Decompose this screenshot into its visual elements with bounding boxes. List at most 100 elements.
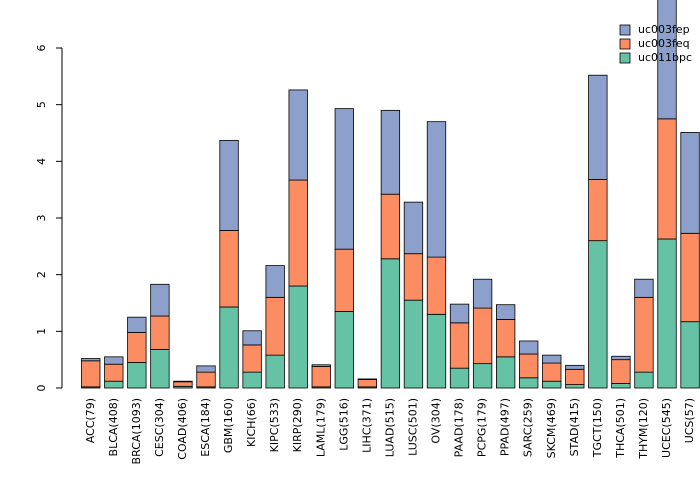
bar-segment-uc003fep [403, 201, 424, 255]
bar-segment-uc003fep [288, 89, 308, 181]
bar-segment-uc011bpc [495, 356, 516, 389]
bar-segment-uc011bpc [288, 285, 308, 389]
bar-segment-uc003feq [127, 332, 147, 363]
bar-segment-uc011bpc [542, 380, 562, 389]
x-tick-label: LUSC(501) [406, 398, 419, 456]
x-tick-label: SARC(259) [522, 398, 535, 457]
x-tick-label: COAD(406) [176, 398, 189, 460]
bar-segment-uc011bpc [634, 371, 654, 389]
legend-label-uc003fep: uc003fep [638, 23, 690, 36]
bar-segment-uc003feq [680, 232, 700, 323]
bar-segment-uc011bpc [519, 377, 539, 389]
bar-segment-uc003feq [542, 362, 562, 382]
x-tick-label: UCS(57) [683, 398, 696, 443]
y-tick-label: 3 [35, 215, 48, 222]
bar-segment-uc003fep [542, 354, 562, 364]
bar-segment-uc003fep [173, 380, 193, 383]
bar-segment-uc011bpc [426, 313, 447, 389]
bar-segment-uc003feq [357, 379, 378, 388]
x-tick-label: BLCA(408) [107, 398, 120, 456]
bar-segment-uc003fep [334, 108, 354, 250]
bar-segment-uc003fep [472, 278, 493, 309]
bar-segment-uc011bpc [472, 363, 493, 389]
bar-segment-uc003feq [449, 322, 470, 369]
x-tick-label: BRCA(1093) [130, 398, 143, 464]
x-tick-label: ESCA(184) [199, 398, 212, 457]
x-tick-label: LGG(516) [337, 398, 350, 451]
y-tick-label: 5 [35, 101, 48, 108]
bar-segment-uc003fep [127, 316, 147, 333]
bar-segment-uc011bpc [680, 321, 700, 389]
x-tick-label: KIPC(533) [268, 398, 281, 452]
bar-segment-uc003fep [150, 283, 170, 317]
x-tick-label: PCPG(179) [476, 398, 489, 457]
bar-segment-uc003fep [380, 109, 401, 195]
x-tick-label: LAML(179) [314, 398, 327, 457]
x-tick-label: CESC(304) [153, 398, 166, 457]
bar-segment-uc011bpc [104, 380, 124, 389]
bar-segment-uc011bpc [403, 299, 424, 389]
bar-segment-uc003feq [495, 319, 516, 358]
bar-segment-uc003fep [611, 355, 631, 361]
x-tick-label: OV(304) [430, 398, 443, 444]
legend-swatch-uc003feq [619, 38, 631, 50]
bar-segment-uc011bpc [565, 384, 585, 389]
y-tick-label: 1 [35, 328, 48, 335]
bar-segment-uc011bpc [611, 383, 631, 389]
bar-segment-uc003feq [219, 230, 239, 308]
bar-segment-uc003feq [81, 360, 101, 388]
bar-segment-uc011bpc [380, 258, 401, 389]
bar-segment-uc003fep [519, 340, 539, 355]
x-tick-label: PPAD(497) [499, 398, 512, 456]
x-tick-label: TGCT(150) [591, 398, 604, 458]
bar-segment-uc003feq [588, 179, 608, 242]
bar-segment-uc003feq [334, 248, 354, 312]
bar-segment-uc003fep [495, 304, 516, 320]
bar-segment-uc003feq [634, 296, 654, 373]
bar-segment-uc003feq [426, 256, 447, 315]
y-axis: 0 1 2 3 4 5 6 [35, 45, 63, 392]
x-tick-label: PAAD(178) [453, 398, 466, 457]
bar-segment-uc003fep [265, 265, 285, 298]
bar-segment-uc003fep [196, 365, 216, 373]
bars [81, 0, 700, 389]
bar-segment-uc011bpc [588, 240, 608, 389]
bar-segment-uc003feq [311, 366, 331, 388]
bar-segment-uc003fep [357, 378, 378, 380]
x-tick-label: THYM(120) [637, 398, 650, 460]
bar-segment-uc003fep [449, 303, 470, 324]
bar-segment-uc003feq [242, 344, 262, 373]
x-tick-label: GBM(160) [222, 398, 235, 453]
bar-segment-uc003feq [611, 359, 631, 384]
x-tick-label: UCEC(545) [660, 398, 673, 458]
x-tick-label: LUAD(515) [383, 398, 396, 457]
bar-segment-uc003fep [588, 74, 608, 180]
bar-segment-uc003feq [150, 315, 170, 350]
bar-segment-uc003fep [242, 330, 262, 346]
x-tick-label: SKCM(469) [545, 398, 558, 458]
y-tick-label: 6 [35, 45, 48, 52]
bar-segment-uc003fep [565, 364, 585, 370]
bar-segment-uc011bpc [449, 367, 470, 389]
bar-segment-uc003feq [565, 368, 585, 385]
x-tick-label: THCA(501) [614, 398, 627, 459]
bar-segment-uc003feq [519, 353, 539, 379]
bar-segment-uc003feq [104, 363, 124, 382]
y-tick-label: 4 [35, 158, 48, 165]
bar-segment-uc003fep [680, 132, 700, 234]
bar-segment-uc003fep [426, 121, 447, 258]
bar-segment-uc003feq [472, 307, 493, 365]
bar-segment-uc003fep [81, 358, 101, 362]
x-tick-label: STAD(415) [568, 398, 581, 456]
x-tick-label: KIRP(290) [291, 398, 304, 452]
x-tick-label: KICH(66) [245, 398, 258, 447]
bar-segment-uc011bpc [127, 362, 147, 389]
bar-segment-uc011bpc [242, 371, 262, 389]
legend-label-uc011bpc: uc011bpc [638, 51, 692, 64]
bar-segment-uc011bpc [219, 306, 239, 389]
bar-segment-uc003feq [380, 193, 401, 260]
legend-swatch-uc011bpc [619, 52, 631, 64]
bar-segment-uc003feq [173, 381, 193, 387]
y-tick-label: 2 [35, 271, 48, 278]
